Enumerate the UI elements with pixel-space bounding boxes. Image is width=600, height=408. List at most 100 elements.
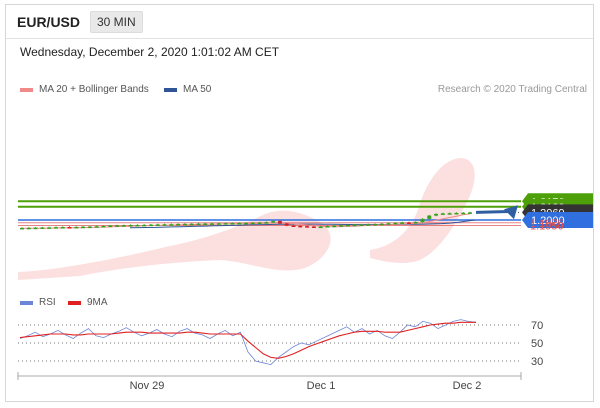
rsi-line xyxy=(19,319,477,366)
candle xyxy=(203,222,208,226)
candle xyxy=(325,225,330,228)
x-tick-label-1: Dec 1 xyxy=(307,380,336,392)
candle-body xyxy=(277,221,282,224)
candle xyxy=(176,223,181,226)
candle-body xyxy=(427,215,432,219)
timeframe-badge[interactable]: 30 MIN xyxy=(90,11,143,33)
candle-body xyxy=(53,227,58,229)
candle-body xyxy=(454,212,459,215)
symbol-title: EUR/USD xyxy=(17,14,81,30)
candle xyxy=(413,221,418,224)
legend-swatch-rsi xyxy=(20,300,33,305)
candle xyxy=(20,227,24,230)
candle-body xyxy=(128,225,133,227)
candle-body xyxy=(101,225,106,228)
candle-body xyxy=(67,227,72,229)
candle xyxy=(94,225,99,228)
header-bar: EUR/USD 30 MIN xyxy=(6,5,593,39)
candle xyxy=(244,222,248,225)
candle xyxy=(277,220,282,225)
forecast-arrow-head xyxy=(504,205,518,220)
legend-swatch-ma50 xyxy=(164,87,177,92)
candle xyxy=(393,222,398,225)
candle-body xyxy=(257,222,262,225)
x-tick-label-2: Dec 2 xyxy=(453,380,482,392)
candle xyxy=(386,222,391,225)
candle xyxy=(74,226,79,229)
candle xyxy=(305,225,310,228)
candle-body xyxy=(94,226,99,228)
candle-body xyxy=(420,218,425,222)
candle xyxy=(468,211,472,214)
candle xyxy=(67,226,72,229)
candle-body xyxy=(352,224,357,227)
candle xyxy=(230,222,235,225)
candle-body xyxy=(40,227,45,229)
candle xyxy=(332,225,337,228)
candle-body xyxy=(155,224,160,226)
candle-body xyxy=(60,227,65,229)
candle-body xyxy=(108,225,113,228)
candle-body xyxy=(121,225,126,227)
candle-body xyxy=(379,223,384,226)
candle xyxy=(298,225,303,228)
candle xyxy=(461,212,466,215)
candle-body xyxy=(332,225,337,228)
candle xyxy=(291,224,296,227)
candle xyxy=(142,224,147,227)
candle xyxy=(264,221,269,224)
candle xyxy=(189,223,194,226)
candle-body xyxy=(339,225,344,227)
candle-body xyxy=(284,223,289,226)
rsi-level-label-50: 50 xyxy=(531,338,543,350)
legend-ma50: MA 50 xyxy=(164,84,211,95)
candle-body xyxy=(461,212,466,215)
candle xyxy=(352,224,357,227)
candle xyxy=(87,225,92,229)
candle-body xyxy=(74,226,79,229)
candle xyxy=(372,223,377,226)
candle-body xyxy=(176,223,181,226)
candle xyxy=(366,223,371,226)
rsi-level-label-70: 70 xyxy=(531,320,543,332)
candle xyxy=(454,212,459,215)
bollinger-band-left xyxy=(18,210,331,280)
candle xyxy=(223,222,228,225)
candle xyxy=(447,212,452,215)
candle-body xyxy=(33,227,38,230)
candle-body xyxy=(298,225,303,228)
candle xyxy=(345,224,350,227)
candle-body xyxy=(210,223,215,225)
candle xyxy=(135,224,140,227)
candle-body xyxy=(291,225,296,227)
candle-body xyxy=(196,223,201,226)
candle-body xyxy=(250,222,255,225)
level-label-1.1950: 1.1950 xyxy=(530,221,564,233)
candle-body xyxy=(318,226,323,229)
candle xyxy=(196,222,201,226)
candle xyxy=(155,223,160,226)
candle xyxy=(26,227,31,230)
candle-body xyxy=(135,224,140,227)
candle xyxy=(210,222,215,225)
rsi-9ma-line xyxy=(19,321,476,359)
candle-body xyxy=(325,226,330,228)
research-credit: Research © 2020 Trading Central xyxy=(437,84,587,95)
candle xyxy=(311,225,316,228)
legend-label-rsi: RSI xyxy=(39,297,56,308)
candle xyxy=(108,224,113,228)
candle-body xyxy=(372,224,377,226)
bollinger-band-right xyxy=(370,158,475,264)
candle xyxy=(128,224,133,227)
candle xyxy=(427,214,432,220)
candle-body xyxy=(400,222,405,224)
candle-body xyxy=(47,227,52,229)
candle xyxy=(148,223,153,227)
candle xyxy=(440,212,445,215)
rsi-level-label-30: 30 xyxy=(531,356,543,368)
legend-9ma: 9MA xyxy=(68,297,108,308)
candle-body xyxy=(115,225,120,227)
candle-body xyxy=(230,223,235,225)
candle xyxy=(271,220,276,223)
rsi-panel xyxy=(18,318,521,370)
